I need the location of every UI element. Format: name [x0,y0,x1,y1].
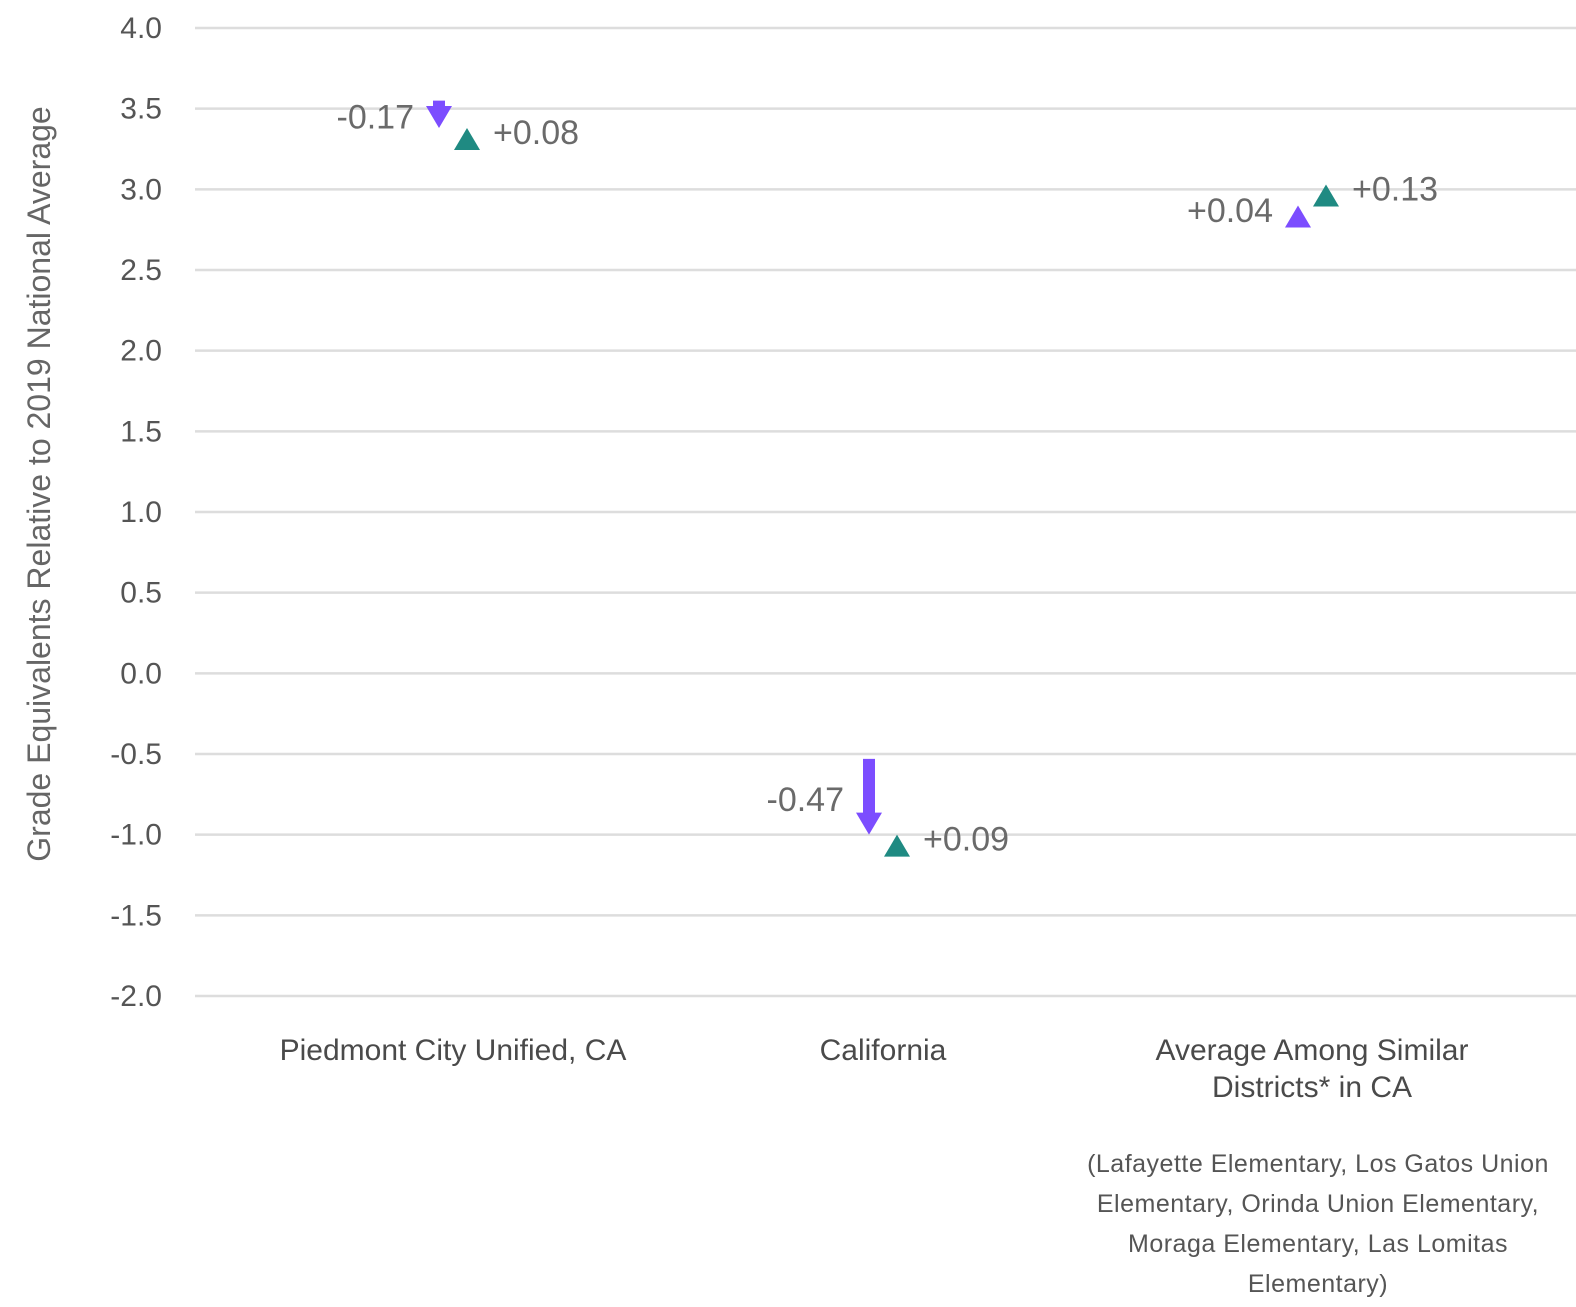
x-category-label: Districts* in CA [1212,1071,1412,1104]
y-axis-label: Grade Equivalents Relative to 2019 Natio… [21,106,57,861]
y-tick-label: 0.5 [120,577,162,610]
category-note: (Lafayette Elementary, Los Gatos Union [1087,1150,1549,1178]
x-category-label: Average Among Similar [1156,1034,1469,1067]
change-arrow [884,834,910,857]
change-value-label: +0.13 [1352,170,1438,208]
y-tick-label: 3.0 [120,173,162,206]
change-value-label: +0.09 [923,821,1009,859]
x-category-label: California [820,1034,947,1067]
y-tick-label: 3.5 [120,93,162,126]
category-note: Elementary) [1248,1270,1388,1298]
change-arrow [856,758,882,835]
change-arrow [1313,184,1339,207]
y-tick-label: -1.5 [110,899,162,932]
y-tick-label: -1.0 [110,819,162,852]
y-tick-label: 0.0 [120,657,162,690]
y-tick-label: 1.5 [120,415,162,448]
y-tick-label: -0.5 [110,738,162,771]
change-arrow [1285,205,1311,228]
change-value-label: +0.04 [1187,192,1273,230]
y-tick-label: 4.0 [120,12,162,45]
y-tick-label: 1.0 [120,496,162,529]
change-value-label: -0.47 [767,781,845,819]
x-category-label: Piedmont City Unified, CA [280,1034,627,1067]
change-value-label: -0.17 [337,98,415,136]
category-note: Moraga Elementary, Las Lomitas [1128,1230,1508,1258]
change-arrow [454,128,480,151]
y-tick-label: 2.0 [120,335,162,368]
change-value-label: +0.08 [493,114,579,152]
y-tick-label: -2.0 [110,980,162,1013]
y-tick-label: 2.5 [120,254,162,287]
change-arrow [426,100,452,129]
category-note: Elementary, Orinda Union Elementary, [1097,1190,1539,1218]
